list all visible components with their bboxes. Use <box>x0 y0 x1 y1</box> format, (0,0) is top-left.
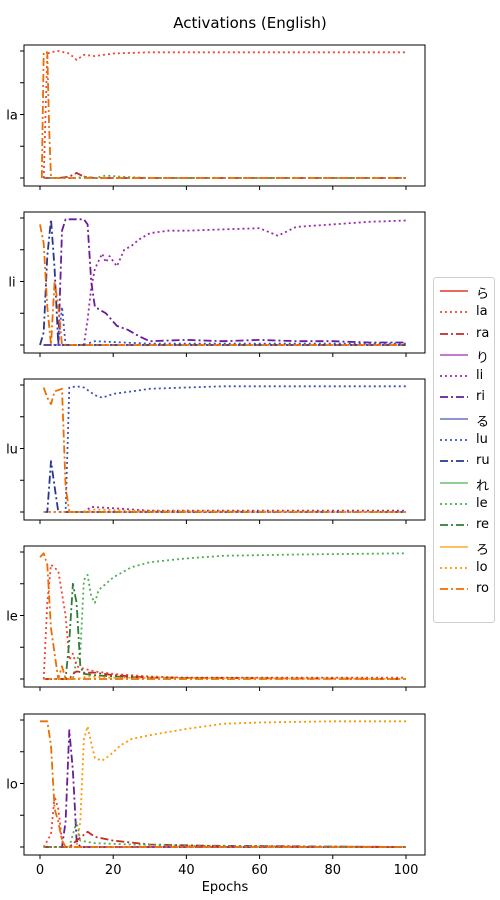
panel-lu: lu <box>6 378 426 524</box>
series-le <box>43 820 407 848</box>
legend-label: ra <box>476 325 490 341</box>
series-ra <box>43 830 407 848</box>
legend-item-れ: れ <box>434 473 494 494</box>
legend-item-la: la <box>434 302 494 323</box>
legend-item-le: le <box>434 494 494 515</box>
legend-swatch <box>440 524 468 527</box>
panel-frame <box>23 545 426 688</box>
y-axis-label: li <box>8 276 15 291</box>
legend-label: れ <box>476 478 490 494</box>
legend-label: lu <box>476 432 488 448</box>
panel-frame <box>23 44 426 187</box>
legend-swatch <box>440 332 468 335</box>
y-axis-label: la <box>6 109 18 124</box>
series-ri <box>43 729 406 848</box>
legend-item-lu: lu <box>434 430 494 451</box>
legend-item-li: li <box>434 366 494 387</box>
legend-item-re: re <box>434 515 494 536</box>
legend-swatch <box>440 503 468 505</box>
legend-label: ri <box>476 389 485 405</box>
series-lu <box>43 385 406 513</box>
panel-frame <box>23 211 426 354</box>
x-tick-label: 0 <box>36 863 44 878</box>
legend-label: ろ <box>476 542 490 558</box>
legend-swatch <box>440 545 468 548</box>
legend-swatch <box>440 460 468 463</box>
legend-item-る: る <box>434 409 494 430</box>
legend-item-ら: ら <box>434 281 494 302</box>
x-tick-label: 80 <box>325 863 342 878</box>
series-ra <box>43 670 407 680</box>
legend-swatch <box>440 566 468 569</box>
legend-item-ri: ri <box>434 387 494 408</box>
legend-item-lo: lo <box>434 558 494 579</box>
series-la <box>42 795 406 848</box>
series-li <box>43 219 407 346</box>
panel-li: li <box>8 211 426 357</box>
legend-label: li <box>476 368 484 384</box>
series-ro <box>40 51 406 179</box>
series-ro <box>42 387 406 513</box>
legend-label: り <box>476 350 490 366</box>
panel-la: la <box>6 44 426 190</box>
chart-title: Activations (English) <box>173 14 327 32</box>
legend-swatch <box>440 290 468 292</box>
series-lo <box>43 675 407 680</box>
legend-swatch <box>440 481 468 484</box>
series-ri <box>43 218 406 346</box>
legend-swatch <box>440 311 468 314</box>
x-tick-label: 100 <box>394 863 419 878</box>
series-re <box>43 582 407 680</box>
legend-label: ro <box>476 581 490 597</box>
legend-swatch <box>440 439 468 441</box>
legend-label: re <box>476 517 490 533</box>
legend-label: lo <box>476 559 488 575</box>
legend-swatch <box>440 375 468 378</box>
legend-item-ro: ro <box>434 579 494 600</box>
legend-swatch <box>440 353 468 356</box>
panel-lo: lo 0 20 40 60 80 100 <box>6 713 426 878</box>
legend-swatch <box>440 396 468 399</box>
x-tick-label: 60 <box>251 863 268 878</box>
legend: ら la ra り li ri る lu ru れ le re ろ lo ro <box>433 277 495 623</box>
y-axis-label: le <box>6 610 18 625</box>
series-lo <box>43 508 407 513</box>
legend-item-ろ: ろ <box>434 537 494 558</box>
x-axis-label: Epochs <box>201 880 249 895</box>
panel-le: le <box>6 545 426 691</box>
x-tick-label: 20 <box>105 863 122 878</box>
series-ro <box>39 552 406 680</box>
series-la <box>42 50 406 179</box>
series-ro <box>40 720 406 848</box>
series-ru <box>43 460 406 513</box>
y-axis-label: lu <box>6 443 18 458</box>
y-axis-label: lo <box>6 778 18 793</box>
legend-swatch <box>440 588 468 591</box>
legend-label: la <box>476 304 488 320</box>
legend-label: le <box>476 495 488 511</box>
series-lu <box>43 306 406 346</box>
legend-item-り: り <box>434 345 494 366</box>
legend-item-ru: ru <box>434 451 494 472</box>
series-la <box>42 563 406 680</box>
panel-frame <box>23 378 426 521</box>
series-lo <box>43 720 406 848</box>
series-le <box>43 552 407 680</box>
series-ro <box>39 224 406 346</box>
legend-item-ra: ra <box>434 324 494 345</box>
legend-label: ら <box>476 287 490 302</box>
x-tick-label: 40 <box>178 863 195 878</box>
series-ru <box>39 218 406 346</box>
legend-swatch <box>440 417 468 420</box>
legend-label: る <box>476 414 490 430</box>
legend-label: ru <box>476 453 490 469</box>
panel-frame <box>23 713 426 856</box>
